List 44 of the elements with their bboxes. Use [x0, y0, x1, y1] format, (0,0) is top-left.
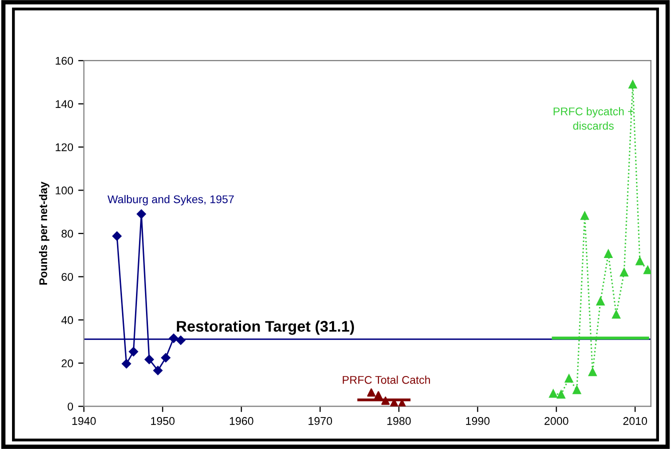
- x-tick-label: 1960: [230, 417, 254, 425]
- point: [367, 388, 376, 397]
- y-tick-label: 20: [62, 359, 74, 368]
- y-tick-label: 80: [62, 230, 74, 238]
- y-axis-title: Pounds per net-day: [39, 182, 50, 285]
- y-tick-label: 40: [61, 316, 74, 324]
- point: [580, 212, 589, 220]
- point: [644, 266, 651, 274]
- point: [176, 336, 186, 345]
- point: [136, 209, 146, 219]
- point: [128, 347, 138, 356]
- x-tick-label: 2000: [544, 417, 568, 425]
- ref-line-label: Restoration Target (31.1): [176, 320, 354, 335]
- point: [612, 310, 620, 319]
- point: [588, 368, 597, 376]
- point: [144, 354, 154, 364]
- y-tick-label: 140: [56, 100, 74, 108]
- point: [161, 353, 170, 362]
- point: [153, 366, 163, 376]
- point: [604, 250, 613, 258]
- text: Walburg and Sykes, 1957: [108, 195, 234, 206]
- y-tick-label: 100: [56, 186, 74, 194]
- point: [620, 268, 628, 277]
- point: [564, 374, 574, 383]
- point: [169, 334, 178, 343]
- point: [122, 359, 132, 368]
- x-tick-label: 1990: [466, 417, 490, 425]
- point: [636, 256, 644, 266]
- x-tick-label: 1970: [308, 417, 332, 425]
- x-tick-label: 1940: [72, 417, 96, 425]
- y-tick-label: 120: [56, 143, 74, 152]
- x-tick-label: 1980: [387, 417, 411, 425]
- y-tick-label: 0: [68, 402, 74, 410]
- point: [112, 231, 122, 241]
- point: [628, 80, 637, 89]
- point: [572, 386, 582, 394]
- x-tick-label: 2010: [623, 417, 648, 425]
- x-tick-label: 1950: [151, 417, 175, 425]
- y-tick-label: 160: [56, 56, 74, 65]
- series-label: PRFC Total Catch: [342, 376, 430, 384]
- point: [549, 389, 558, 398]
- y-tick-label: 60: [62, 272, 74, 281]
- point: [596, 297, 605, 306]
- point: [556, 390, 566, 399]
